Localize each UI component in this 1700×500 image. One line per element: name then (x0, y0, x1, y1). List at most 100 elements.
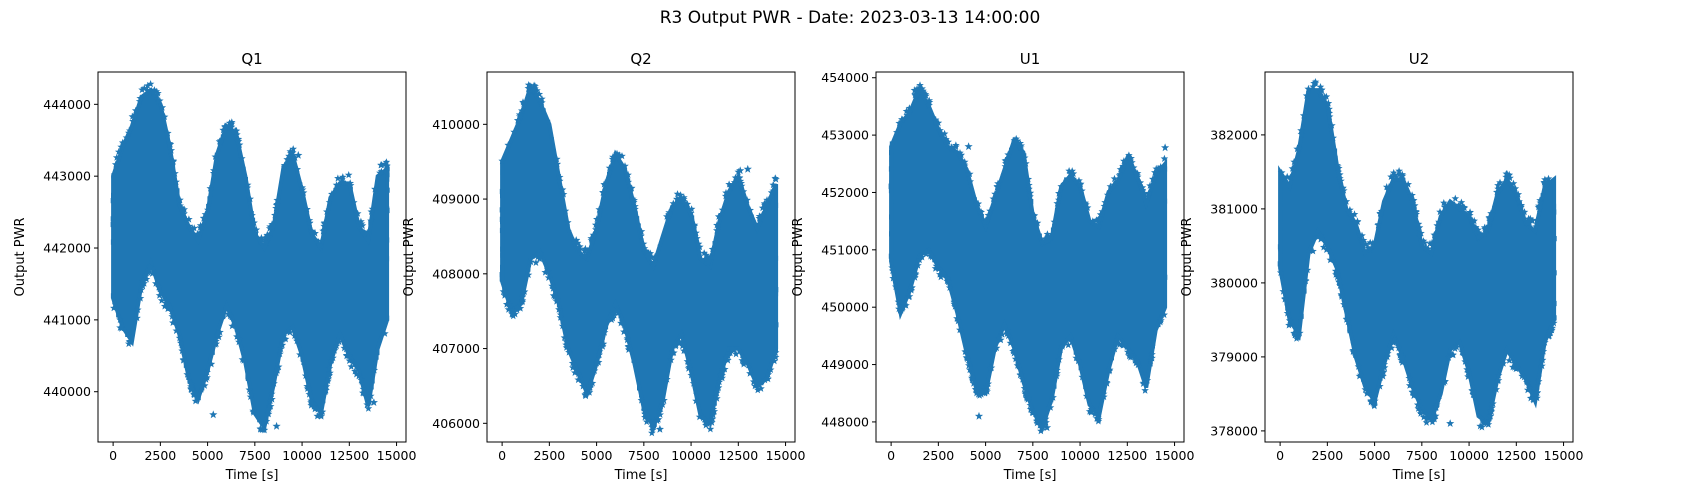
chart-1-outlier-point-3 (743, 164, 752, 173)
chart-1-outlier-point-0 (524, 84, 533, 92)
subplot-q1: Q1 0 2500 5000 7500 10000 12500 15000 440000 4410… (0, 0, 420, 500)
chart-1-outlier-point-1 (655, 425, 664, 433)
chart-2-ytick-label-2: 450000 (821, 300, 869, 315)
chart-1-ytick-label-0: 406000 (432, 416, 480, 431)
chart-1-ylabel: Output PWR (402, 217, 417, 296)
chart-1-xtick-label-4: 10000 (671, 448, 711, 463)
chart-0-outlier-point-2 (272, 421, 281, 430)
chart-0-xtick-label-1: 2500 (144, 448, 176, 463)
chart-3-outlier-point-1 (1446, 419, 1455, 427)
chart-1-ytick-label-4: 410000 (432, 117, 480, 132)
chart-3-xtick-label-1: 2500 (1311, 448, 1343, 463)
scatter-chart-q2: Q2 0 2500 5000 7500 10000 12500 15000 406000 4070… (402, 50, 806, 483)
chart-2-outlier-point-1 (964, 142, 973, 151)
chart-0-ytick-label-0: 440000 (43, 384, 91, 399)
chart-0-axes-frame (97, 71, 407, 443)
chart-2-title: U1 (1020, 50, 1041, 68)
chart-3-ytick-label-1: 379000 (1210, 349, 1258, 364)
chart-0-xtick-label-4: 10000 (282, 448, 322, 463)
chart-0-outlier-point-3 (294, 151, 303, 159)
chart-1-ytick-label-1: 407000 (432, 341, 480, 356)
chart-0-outlier-point-0 (140, 84, 149, 92)
chart-0-title: Q1 (241, 50, 262, 68)
chart-3-point-cloud (1276, 78, 1558, 431)
chart-3-xtick-label-3: 7500 (1406, 448, 1438, 463)
chart-0-ylabel: Output PWR (13, 217, 28, 296)
chart-2-outlier-point-5 (1161, 143, 1170, 152)
chart-2-ytick-label-4: 452000 (821, 185, 869, 200)
chart-3-xtick-label-6: 15000 (1544, 448, 1584, 463)
chart-1-axes-frame (486, 71, 796, 443)
chart-1-xtick-label-5: 12500 (718, 448, 758, 463)
scatter-chart-u2: U2 0 2500 5000 7500 10000 12500 15000 378000 3790… (1180, 50, 1584, 483)
subplot-q2: Q2 0 2500 5000 7500 10000 12500 15000 406000 4070… (389, 0, 809, 500)
chart-0-outlier-point-4 (369, 398, 378, 406)
chart-0-ytick-label-2: 442000 (43, 241, 91, 256)
chart-2-xtick-label-3: 7500 (1017, 448, 1049, 463)
chart-2-point-cloud (888, 81, 1170, 435)
chart-3-ytick-label-0: 378000 (1210, 423, 1258, 438)
chart-1-edge-markers (498, 81, 780, 437)
chart-2-outlier-point-3 (1010, 137, 1019, 146)
chart-0-xtick-label-3: 7500 (239, 448, 271, 463)
chart-2-ytick-label-6: 454000 (821, 70, 869, 85)
chart-2-xlabel: Time [s] (1003, 468, 1057, 483)
chart-1-xtick-label-2: 5000 (581, 448, 613, 463)
chart-2-xtick-label-0: 0 (887, 448, 895, 463)
chart-0-data-band (111, 87, 390, 433)
chart-2-xtick-label-6: 15000 (1155, 448, 1195, 463)
chart-0-xtick-label-0: 0 (109, 448, 117, 463)
chart-2-xtick-label-2: 5000 (970, 448, 1002, 463)
chart-2-ytick-label-5: 453000 (821, 128, 869, 143)
chart-1-ytick-label-2: 408000 (432, 266, 480, 281)
chart-3-xlabel: Time [s] (1392, 468, 1446, 483)
chart-0-xtick-label-6: 15000 (377, 448, 417, 463)
chart-3-outlier-point-2 (1480, 419, 1489, 427)
chart-0-point-cloud (110, 80, 391, 434)
chart-3-ytick-label-4: 382000 (1210, 127, 1258, 142)
chart-2-xtick-label-5: 12500 (1107, 448, 1147, 463)
chart-1-outlier-point-2 (736, 166, 745, 175)
chart-1-xtick-label-6: 15000 (766, 448, 806, 463)
chart-1-xtick-label-3: 7500 (628, 448, 660, 463)
chart-1-xtick-label-1: 2500 (533, 448, 565, 463)
chart-2-xtick-label-4: 10000 (1060, 448, 1100, 463)
chart-3-xtick-label-0: 0 (1276, 448, 1284, 463)
chart-1-xlabel: Time [s] (614, 468, 668, 483)
chart-0-ytick-label-3: 443000 (43, 169, 91, 184)
subplot-u2: U2 0 2500 5000 7500 10000 12500 15000 378000 3790… (1167, 0, 1587, 500)
chart-3-ytick-label-3: 381000 (1210, 201, 1258, 216)
chart-3-xtick-label-5: 12500 (1496, 448, 1536, 463)
chart-0-edge-markers (110, 80, 391, 434)
chart-1-data-band (500, 82, 779, 433)
chart-3-data-band (1278, 88, 1557, 428)
chart-2-ytick-label-1: 449000 (821, 357, 869, 372)
chart-3-ylabel: Output PWR (1180, 217, 1195, 296)
subplot-u1: U1 0 2500 5000 7500 10000 12500 15000 448000 4490… (778, 0, 1198, 500)
chart-2-outlier-point-0 (910, 86, 919, 94)
chart-3-title: U2 (1409, 50, 1430, 68)
scatter-chart-u1: U1 0 2500 5000 7500 10000 12500 15000 448000 4490… (791, 50, 1195, 483)
chart-2-ylabel: Output PWR (791, 217, 806, 296)
chart-1-ytick-label-3: 409000 (432, 192, 480, 207)
chart-1-xtick-label-0: 0 (498, 448, 506, 463)
scatter-chart-q1: Q1 0 2500 5000 7500 10000 12500 15000 440000 4410… (13, 50, 417, 483)
figure-title: R3 Output PWR - Date: 2023-03-13 14:00:0… (659, 8, 1041, 28)
chart-3-axes-frame (1264, 71, 1574, 443)
chart-0-xtick-label-5: 12500 (329, 448, 369, 463)
chart-2-xtick-label-1: 2500 (922, 448, 954, 463)
chart-0-ytick-label-4: 444000 (43, 97, 91, 112)
chart-1-point-cloud (498, 81, 780, 437)
chart-3-xtick-label-2: 5000 (1359, 448, 1391, 463)
chart-2-outlier-point-2 (974, 411, 984, 420)
chart-0-ytick-label-1: 441000 (43, 312, 91, 327)
chart-3-xtick-label-4: 10000 (1449, 448, 1489, 463)
chart-3-ytick-label-2: 380000 (1210, 275, 1258, 290)
chart-0-xlabel: Time [s] (225, 468, 279, 483)
chart-2-outlier-point-4 (1042, 423, 1052, 432)
chart-2-ytick-label-0: 448000 (821, 414, 869, 429)
chart-2-axes-frame (875, 71, 1185, 443)
chart-0-xtick-label-2: 5000 (192, 448, 224, 463)
chart-0-outlier-point-1 (209, 410, 218, 419)
chart-3-outlier-point-0 (1304, 84, 1313, 93)
